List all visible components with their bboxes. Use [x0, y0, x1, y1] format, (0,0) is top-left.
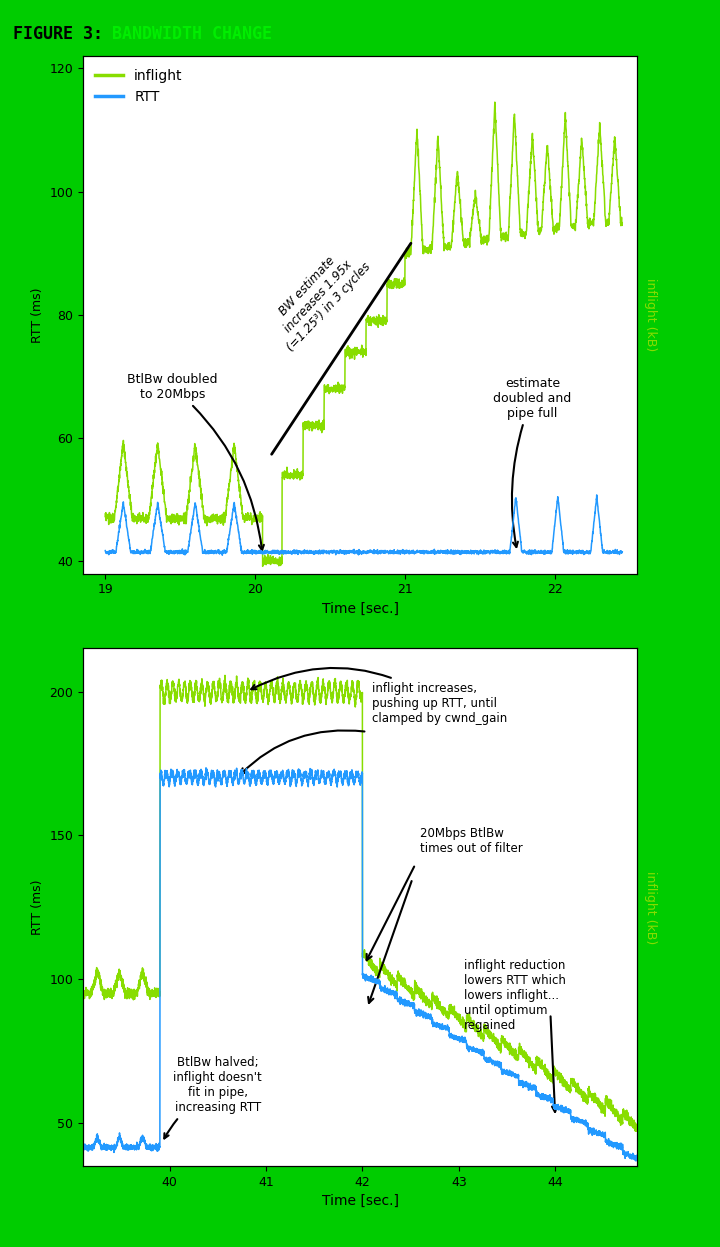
Y-axis label: RTT (ms): RTT (ms)	[31, 287, 44, 343]
Text: estimate
doubled and
pipe full: estimate doubled and pipe full	[493, 377, 572, 547]
X-axis label: Time [sec.]: Time [sec.]	[322, 602, 398, 616]
Y-axis label: RTT (ms): RTT (ms)	[31, 879, 44, 935]
Y-axis label: inflight (kB): inflight (kB)	[644, 870, 657, 944]
Legend: inflight, RTT: inflight, RTT	[90, 64, 188, 110]
Text: BtlBw halved;
inflight doesn't
fit in pipe,
increasing RTT: BtlBw halved; inflight doesn't fit in pi…	[164, 1056, 262, 1139]
Y-axis label: inflight (kB): inflight (kB)	[644, 278, 657, 352]
Text: BW estimate
increases 1.95x
(=1.25³) in 3 cycles: BW estimate increases 1.95x (=1.25³) in …	[263, 239, 374, 354]
Text: FIGURE 3:: FIGURE 3:	[13, 25, 113, 42]
Text: 20Mbps BtlBw
times out of filter: 20Mbps BtlBw times out of filter	[420, 827, 523, 855]
Text: BANDWIDTH CHANGE: BANDWIDTH CHANGE	[112, 25, 271, 42]
Text: inflight increases,
pushing up RTT, until
clamped by cwnd_gain: inflight increases, pushing up RTT, unti…	[251, 668, 508, 725]
Text: BtlBw doubled
to 20Mbps: BtlBw doubled to 20Mbps	[127, 373, 264, 550]
Text: inflight reduction
lowers RTT which
lowers inflight...
until optimum
regained: inflight reduction lowers RTT which lowe…	[464, 959, 565, 1033]
X-axis label: Time [sec.]: Time [sec.]	[322, 1195, 398, 1208]
